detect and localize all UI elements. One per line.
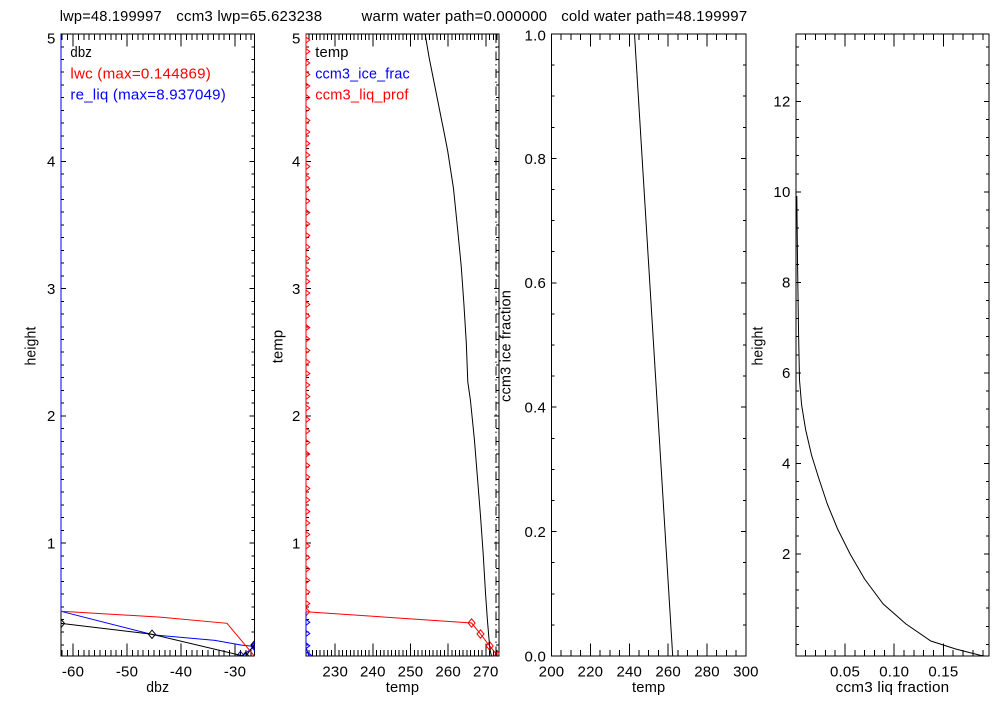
svg-text:0.6: 0.6 (525, 275, 546, 292)
svg-text:dbz: dbz (146, 679, 169, 696)
svg-text:ccm3 lwp=65.623238: ccm3 lwp=65.623238 (176, 8, 322, 25)
svg-text:lwp=48.199997: lwp=48.199997 (60, 8, 162, 25)
svg-text:1: 1 (47, 535, 56, 552)
svg-text:-50: -50 (116, 664, 138, 681)
svg-text:height: height (750, 326, 767, 366)
svg-text:0.05: 0.05 (830, 664, 860, 681)
svg-text:200: 200 (539, 664, 565, 681)
svg-text:8: 8 (782, 275, 791, 292)
svg-text:4: 4 (47, 154, 56, 171)
svg-text:6: 6 (782, 365, 791, 382)
svg-text:0.15: 0.15 (928, 664, 958, 681)
svg-text:2: 2 (292, 408, 301, 425)
svg-text:3: 3 (47, 281, 56, 298)
svg-text:1.0: 1.0 (525, 28, 546, 45)
svg-text:temp: temp (315, 44, 349, 61)
svg-text:0.4: 0.4 (525, 400, 546, 417)
svg-text:ccm3_liq_prof: ccm3_liq_prof (315, 87, 409, 104)
svg-text:220: 220 (578, 664, 604, 681)
svg-text:240: 240 (360, 664, 386, 681)
svg-text:dbz: dbz (70, 44, 92, 61)
svg-text:10: 10 (773, 184, 790, 201)
svg-text:lwc (max=0.144869): lwc (max=0.144869) (70, 65, 211, 82)
svg-text:ccm3_ice_frac: ccm3_ice_frac (315, 65, 410, 82)
svg-text:temp: temp (386, 679, 420, 696)
svg-text:260: 260 (655, 664, 681, 681)
svg-text:3: 3 (292, 281, 301, 298)
svg-text:4: 4 (292, 154, 301, 171)
svg-text:2: 2 (782, 546, 791, 563)
svg-text:warm water path=0.000000: warm water path=0.000000 (361, 8, 548, 25)
svg-text:0.0: 0.0 (525, 648, 546, 665)
svg-text:-30: -30 (224, 664, 246, 681)
svg-text:5: 5 (47, 31, 56, 48)
svg-text:temp: temp (270, 330, 287, 364)
svg-text:ccm3 liq fraction: ccm3 liq fraction (836, 679, 950, 696)
svg-text:2: 2 (47, 408, 56, 425)
svg-text:300: 300 (733, 664, 759, 681)
svg-text:ccm3 ice fraction: ccm3 ice fraction (498, 290, 515, 402)
svg-text:-40: -40 (170, 664, 192, 681)
svg-text:240: 240 (616, 664, 642, 681)
svg-text:0.2: 0.2 (525, 524, 546, 541)
svg-text:270: 270 (473, 664, 499, 681)
svg-text:280: 280 (694, 664, 720, 681)
svg-text:re_liq (max=8.937049): re_liq (max=8.937049) (70, 87, 226, 104)
svg-text:1: 1 (292, 535, 301, 552)
svg-text:5: 5 (292, 31, 301, 48)
svg-text:0.10: 0.10 (879, 664, 909, 681)
svg-text:4: 4 (782, 456, 791, 473)
svg-text:230: 230 (322, 664, 348, 681)
svg-text:0.8: 0.8 (525, 151, 546, 168)
svg-text:temp: temp (632, 679, 666, 696)
svg-text:12: 12 (773, 94, 790, 111)
svg-text:height: height (23, 326, 40, 366)
svg-text:260: 260 (435, 664, 461, 681)
svg-text:250: 250 (398, 664, 424, 681)
svg-text:-60: -60 (62, 664, 84, 681)
svg-text:cold water path=48.199997: cold water path=48.199997 (561, 8, 747, 25)
